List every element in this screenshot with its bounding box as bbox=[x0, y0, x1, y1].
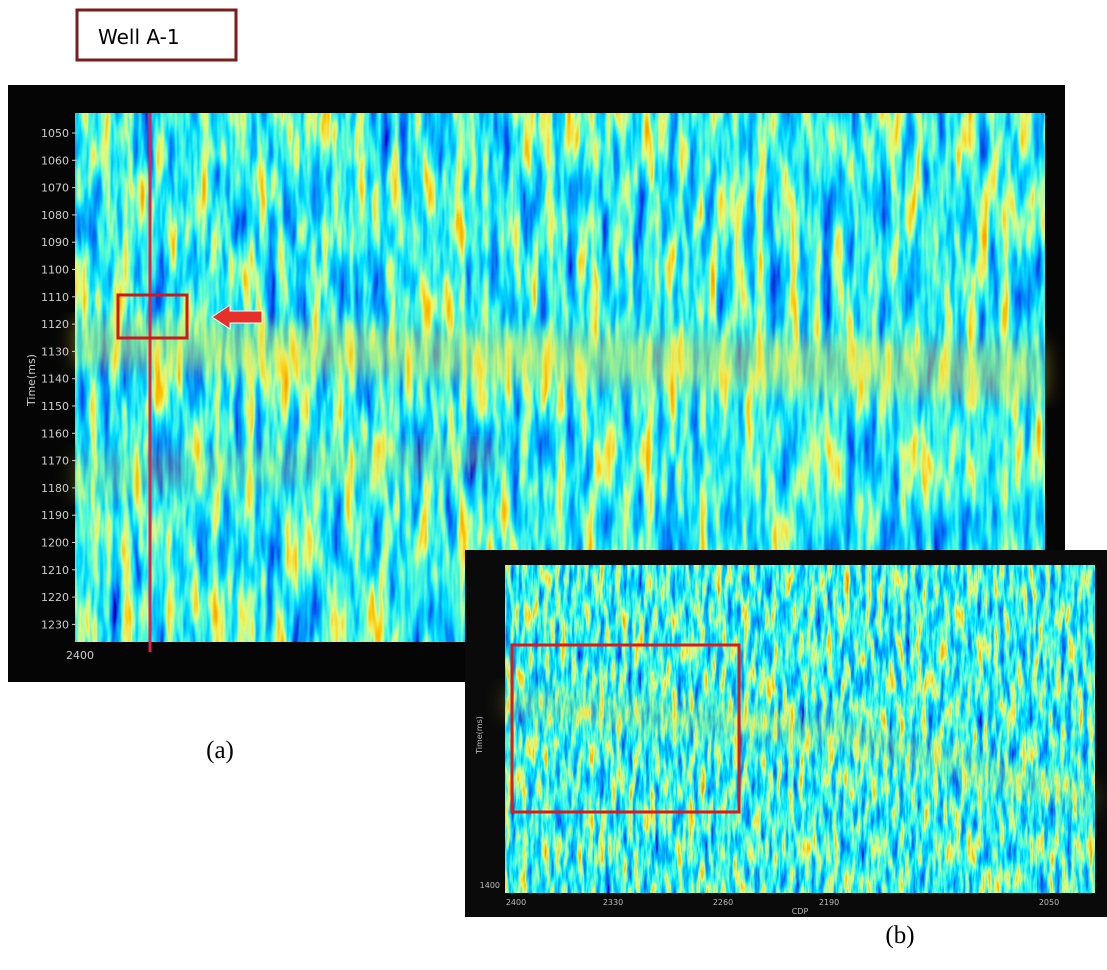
reflector-band bbox=[75, 440, 500, 500]
y-tick-label: 1050 bbox=[41, 127, 69, 140]
y-tick-label: 1180 bbox=[41, 482, 69, 495]
x-tick-label: 2190 bbox=[819, 898, 839, 907]
y-tick-label: 1210 bbox=[41, 564, 69, 577]
y-tick-label: 1220 bbox=[41, 591, 69, 604]
x-tick-label: 2330 bbox=[603, 898, 623, 907]
panel-b: Time(ms) 1400 2400 2330 2260 2190 2050 CDP bbox=[465, 550, 1107, 917]
y-tick-label: 1160 bbox=[41, 427, 69, 440]
y-tick-label: 1070 bbox=[41, 182, 69, 195]
x-tick-label: 2400 bbox=[506, 898, 526, 907]
y-tick-label: 1080 bbox=[41, 209, 69, 222]
y-tick-label: 1200 bbox=[41, 537, 69, 550]
y-tick-label: 1130 bbox=[41, 345, 69, 358]
y-tick-label: 1230 bbox=[41, 618, 69, 631]
y-tick-label: 1120 bbox=[41, 318, 69, 331]
x-tick-label: 2260 bbox=[713, 898, 733, 907]
label-text: Well A-1 bbox=[98, 25, 180, 49]
x-tick-label: 2400 bbox=[66, 649, 94, 662]
y-tick-label: 1400 bbox=[480, 881, 500, 890]
reflector-band bbox=[505, 690, 1095, 810]
arrow bbox=[211, 304, 263, 330]
x-tick-label: 2050 bbox=[1039, 898, 1059, 907]
reflector-band bbox=[75, 320, 1045, 400]
y-tick-label: 1150 bbox=[41, 400, 69, 413]
y-tick-label: 1100 bbox=[41, 264, 69, 277]
y-tick-label: 1170 bbox=[41, 455, 69, 468]
y-tick-label: 1140 bbox=[41, 373, 69, 386]
caption: (b) bbox=[885, 922, 914, 949]
x-axis-label: CDP bbox=[792, 907, 809, 916]
y-tick-label: 1190 bbox=[41, 509, 69, 522]
y-axis-label: Time(ms) bbox=[475, 716, 484, 755]
highlight-box bbox=[116, 293, 189, 340]
caption: (a) bbox=[206, 737, 234, 764]
y-axis-label: Time(ms) bbox=[25, 354, 38, 407]
y-tick-label: 1060 bbox=[41, 154, 69, 167]
y-tick-label: 1110 bbox=[41, 291, 69, 304]
highlight-box bbox=[510, 643, 741, 814]
label-box bbox=[75, 8, 238, 62]
y-tick-label: 1090 bbox=[41, 236, 69, 249]
